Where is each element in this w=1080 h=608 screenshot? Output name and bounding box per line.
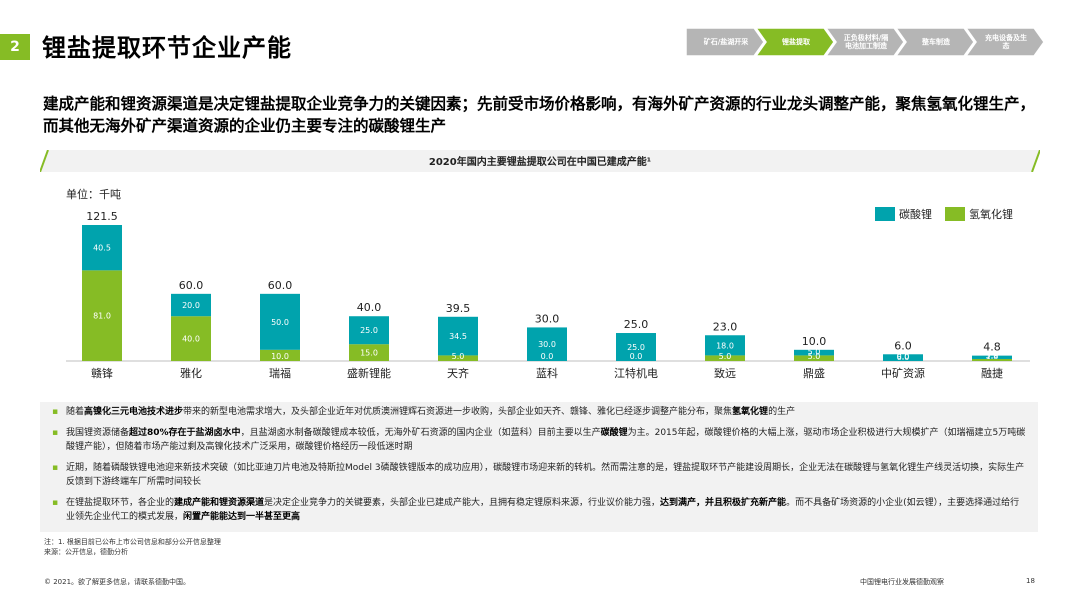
bar-total-label: 6.0 [894,339,912,352]
chart-title: 2020年国内主要锂盐提取公司在中国已建成产能¹ [428,157,652,168]
category-label: 盛新锂能 [347,366,391,380]
bar-carbonate [260,293,300,350]
section-number-badge: 2 [0,34,30,60]
chart-notes: 注：1. 根据目前已公布上市公司信息和部分公开信息整理 来源：公开信息，德勤分析 [44,537,221,557]
bar-carbonate [171,293,211,317]
bar-label-hydroxide: 10.0 [271,352,289,361]
value-chain-step-label: 正负极材料/隔电池加工制造 [843,34,889,50]
bar-label-hydroxide: 5.0 [719,352,732,361]
category-label: 中矿资源 [881,366,925,380]
legend-swatch [875,207,895,221]
bar-label-hydroxide: 1.8 [986,352,999,361]
bullet-list: 随着高镍化三元电池技术进步带来的新型电池需求增大，及头部企业近年对优质澳洲锂辉石… [40,402,1038,532]
value-chain-steps: 矿石/盐湖开采 锂盐提取 正负极材料/隔电池加工制造 整车制造 充电设备及生态 [686,28,1044,56]
legend-swatch [945,207,965,221]
page-title: 锂盐提取环节企业产能 [42,34,292,62]
bar-label-carbonate: 18.0 [716,341,734,350]
value-chain-step-label: 矿石/盐湖开采 [703,38,749,46]
source-note: 来源：公开信息，德勤分析 [44,548,128,556]
bullet-item: 在锂盐提取环节，各企业的建成产能和锂资源渠道是决定企业竞争力的关键要素，头部企业… [52,496,1028,524]
bar-label-carbonate: 5.0 [808,347,821,356]
bar-hydroxide [794,355,834,361]
bar-carbonate [438,316,478,356]
bar-carbonate [705,335,745,356]
bar-total-label: 60.0 [268,279,293,292]
value-chain-step-label: 锂盐提取 [782,38,810,46]
bar-label-hydroxide: 15.0 [360,349,378,358]
copyright-text: © 2021。欲了解更多信息，请联系德勤中国。 [44,578,191,586]
bar-label-hydroxide: 81.0 [93,312,111,321]
value-chain-step: 矿石/盐湖开采 [686,28,764,56]
bar-label-carbonate: 40.5 [93,244,111,253]
bar-total-label: 39.5 [446,302,471,315]
page-number: 18 [1026,577,1035,585]
bar-label-hydroxide: 5.0 [808,352,821,361]
bar-total-label: 30.0 [535,312,560,325]
report-title: 中国锂电行业发展德勤观察 [860,578,944,586]
bar-total-label: 25.0 [624,318,649,331]
chart-header: 2020年国内主要锂盐提取公司在中国已建成产能¹ [40,150,1040,172]
category-label: 致远 [714,366,736,380]
bar-carbonate [349,316,389,345]
key-message: 建成产能和锂资源渠道是决定锂盐提取企业竞争力的关键因素；先前受市场价格影响，有海… [43,95,1036,135]
chart-header-band [40,150,1040,172]
bullet-item: 随着高镍化三元电池技术进步带来的新型电池需求增大，及头部企业近年对优质澳洲锂辉石… [52,405,1028,419]
value-chain-step: 正负极材料/隔电池加工制造 [826,28,904,56]
bar-carbonate [82,225,122,271]
bar-hydroxide [82,270,122,361]
bar-label-carbonate: 30.0 [538,340,556,349]
value-chain-step-label: 充电设备及生态 [985,34,1027,50]
bar-label-carbonate: 25.0 [360,326,378,335]
category-label: 瑞福 [269,366,291,380]
category-label: 融捷 [981,366,1003,380]
footnote: 注：1. 根据目前已公布上市公司信息和部分公开信息整理 [44,538,221,546]
bar-total-label: 10.0 [802,335,827,348]
bar-total-label: 60.0 [179,279,204,292]
category-label: 赣锋 [91,366,113,380]
legend-label: 氢氧化锂 [969,207,1013,221]
bar-carbonate [527,327,567,361]
bar-hydroxide [349,344,389,361]
value-chain-step: 锂盐提取 [756,28,834,56]
value-chain-step: 充电设备及生态 [966,28,1044,56]
bar-label-carbonate: 6.0 [897,353,910,362]
bar-label-hydroxide: 5.0 [452,352,465,361]
bar-hydroxide [705,355,745,361]
bar-carbonate [616,333,656,361]
bar-carbonate [972,355,1012,359]
category-label: 天齐 [447,366,469,380]
bar-hydroxide [438,355,478,361]
value-chain-step-label: 整车制造 [922,38,950,46]
bar-label-hydroxide: 0.0 [897,352,910,361]
bar-total-label: 40.0 [357,301,382,314]
value-chain-step: 整车制造 [896,28,974,56]
bar-hydroxide [260,349,300,361]
bar-total-label: 23.0 [713,320,738,333]
bar-hydroxide [972,358,1012,361]
bar-label-carbonate: 20.0 [182,301,200,310]
bar-label-carbonate: 3.0 [986,351,999,360]
category-label: 江特机电 [614,366,658,380]
bar-label-hydroxide: 0.0 [541,352,554,361]
bar-label-hydroxide: 40.0 [182,335,200,344]
category-label: 雅化 [180,366,202,380]
bar-carbonate [883,354,923,361]
category-label: 蓝科 [536,366,558,380]
bar-total-label: 121.5 [86,210,118,223]
bullet-item: 近期，随着磷酸铁锂电池迎来新技术突破（如比亚迪刀片电池及特斯拉Model 3磷酸… [52,461,1028,489]
bar-label-hydroxide: 0.0 [630,352,643,361]
bar-label-carbonate: 34.5 [449,332,467,341]
bar-label-carbonate: 50.0 [271,318,289,327]
unit-label: 单位：千吨 [66,187,121,201]
bar-carbonate [794,349,834,356]
legend-label: 碳酸锂 [899,207,932,221]
bar-total-label: 4.8 [983,341,1001,354]
category-label: 鼎盛 [803,366,825,380]
bar-label-carbonate: 25.0 [627,343,645,352]
bullet-item: 我国锂资源储备超过80%存在于盐湖卤水中，且盐湖卤水制备碳酸锂成本较低，无海外矿… [52,426,1028,454]
bar-hydroxide [171,316,211,361]
